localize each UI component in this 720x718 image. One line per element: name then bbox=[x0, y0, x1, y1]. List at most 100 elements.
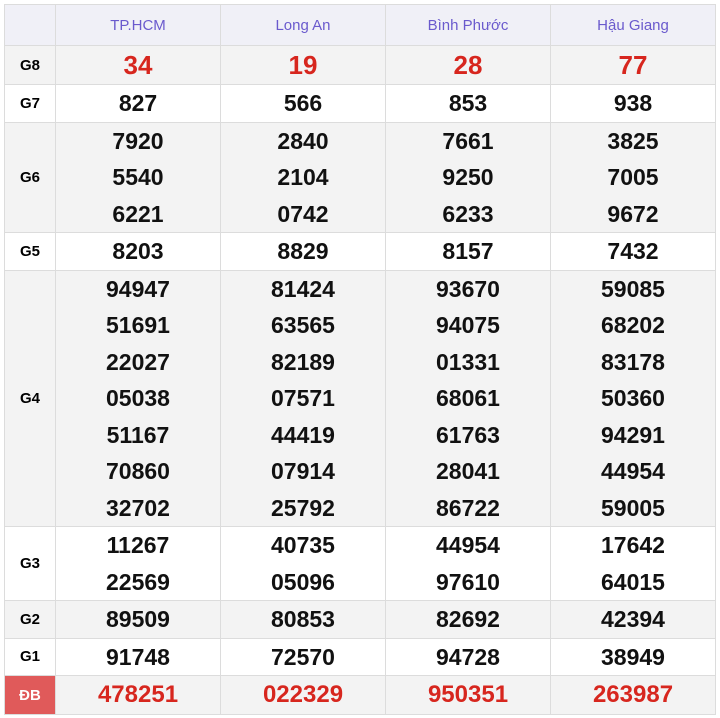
result-cell: 40735 05096 bbox=[220, 526, 386, 601]
result-number: 950351 bbox=[427, 681, 509, 708]
prize-label: G7 bbox=[4, 84, 56, 123]
prize-row-g8: G8 34 19 28 77 bbox=[4, 45, 716, 85]
result-number: 82692 bbox=[436, 606, 500, 632]
result-cell: 478251 bbox=[55, 675, 221, 715]
result-number: 97610 bbox=[436, 568, 500, 595]
result-number: 51691 bbox=[106, 312, 170, 338]
result-cell: 566 bbox=[220, 84, 386, 123]
result-cell: 89509 bbox=[55, 600, 221, 639]
results-body: G8 34 19 28 77 G7 827 566 853 938 G6 7920 5540 6221 28… bbox=[4, 45, 716, 715]
prize-label: G2 bbox=[4, 600, 56, 639]
result-number: 70860 bbox=[106, 458, 170, 484]
result-number: 022329 bbox=[262, 681, 344, 708]
result-cell: 11267 22569 bbox=[55, 526, 221, 601]
result-number: 94728 bbox=[436, 643, 500, 670]
result-number: 8829 bbox=[277, 238, 329, 264]
prize-row-g6: G6 7920 5540 6221 2840 2104 0742 7661 9250 6233 38… bbox=[4, 121, 716, 233]
prize-row-g4: G4 94947 51691 22027 05038 51167 70860 32702 814… bbox=[4, 269, 716, 527]
prize-label: G4 bbox=[4, 269, 56, 527]
result-number: 44954 bbox=[601, 458, 665, 484]
prize-row-g3: G3 11267 22569 40735 05096 44954 97610 17642 640… bbox=[4, 526, 716, 601]
result-cell: 81424 63565 82189 07571 44419 07914 25792 bbox=[220, 269, 386, 527]
result-number: 2104 bbox=[277, 164, 329, 190]
result-cell: 72570 bbox=[220, 637, 386, 676]
result-cell: 59085 68202 83178 50360 94291 44954 59005 bbox=[550, 269, 716, 527]
result-cell: 2840 2104 0742 bbox=[220, 121, 386, 233]
result-number: 263987 bbox=[592, 681, 674, 708]
result-cell: 80853 bbox=[220, 600, 386, 639]
result-cell: 42394 bbox=[550, 600, 716, 639]
result-cell: 8203 bbox=[55, 232, 221, 271]
result-number: 8203 bbox=[112, 238, 164, 264]
result-cell: 94947 51691 22027 05038 51167 70860 32702 bbox=[55, 269, 221, 527]
result-cell: 022329 bbox=[220, 675, 386, 715]
prize-label: G3 bbox=[4, 526, 56, 601]
result-number: 64015 bbox=[601, 568, 665, 595]
result-number: 07571 bbox=[271, 385, 335, 411]
result-number: 42394 bbox=[601, 606, 665, 632]
province-header-row: TP.HCM Long An Bình Phước Hậu Giang bbox=[4, 4, 716, 46]
result-number: 05038 bbox=[106, 385, 170, 411]
province-header: Bình Phước bbox=[385, 4, 551, 46]
result-cell: 263987 bbox=[550, 675, 716, 715]
result-number: 05096 bbox=[271, 568, 335, 595]
result-cell: 91748 bbox=[55, 637, 221, 676]
result-number: 17642 bbox=[601, 532, 665, 558]
result-number: 38949 bbox=[601, 643, 665, 670]
province-header: TP.HCM bbox=[55, 4, 221, 46]
result-number: 25792 bbox=[271, 494, 335, 521]
result-number: 81424 bbox=[271, 275, 335, 302]
result-number: 91748 bbox=[106, 643, 170, 670]
result-number: 11267 bbox=[106, 532, 170, 558]
result-number: 827 bbox=[118, 90, 158, 116]
province-header: Hậu Giang bbox=[550, 4, 716, 46]
prize-row-g1: G1 91748 72570 94728 38949 bbox=[4, 637, 716, 676]
prize-label: G1 bbox=[4, 637, 56, 676]
prize-row-g2: G2 89509 80853 82692 42394 bbox=[4, 600, 716, 639]
result-number: 01331 bbox=[436, 348, 500, 375]
result-number: 853 bbox=[448, 90, 488, 116]
result-cell: 7920 5540 6221 bbox=[55, 121, 221, 233]
result-number: 9250 bbox=[442, 164, 494, 190]
result-cell: 8829 bbox=[220, 232, 386, 271]
result-number: 50360 bbox=[601, 385, 665, 411]
result-cell: 28 bbox=[385, 45, 551, 85]
result-number: 94075 bbox=[436, 312, 500, 338]
result-number: 7661 bbox=[442, 127, 494, 154]
result-number: 72570 bbox=[271, 643, 335, 670]
result-number: 89509 bbox=[106, 606, 170, 632]
result-number: 7920 bbox=[112, 127, 164, 154]
result-number: 51167 bbox=[106, 421, 170, 448]
result-number: 86722 bbox=[436, 494, 500, 521]
result-number: 5540 bbox=[112, 164, 164, 190]
result-number: 7005 bbox=[607, 164, 659, 190]
result-number: 9672 bbox=[607, 200, 659, 227]
result-number: 32702 bbox=[106, 494, 170, 521]
result-number: 7432 bbox=[607, 238, 659, 264]
result-number: 478251 bbox=[97, 681, 179, 708]
prize-row-db: ĐB 478251 022329 950351 263987 bbox=[4, 675, 716, 715]
result-cell: 3825 7005 9672 bbox=[550, 121, 716, 233]
result-cell: 82692 bbox=[385, 600, 551, 639]
result-cell: 7661 9250 6233 bbox=[385, 121, 551, 233]
prize-label: G5 bbox=[4, 232, 56, 271]
province-header: Long An bbox=[220, 4, 386, 46]
lottery-results-table: TP.HCM Long An Bình Phước Hậu Giang G8 34… bbox=[4, 4, 716, 715]
result-number: 6221 bbox=[112, 200, 164, 227]
result-cell: 34 bbox=[55, 45, 221, 85]
result-number: 28041 bbox=[436, 458, 500, 484]
result-number: 63565 bbox=[271, 312, 335, 338]
prize-row-g7: G7 827 566 853 938 bbox=[4, 84, 716, 123]
result-number: 28 bbox=[453, 50, 483, 80]
result-cell: 94728 bbox=[385, 637, 551, 676]
result-number: 3825 bbox=[607, 127, 659, 154]
result-number: 82189 bbox=[271, 348, 335, 375]
result-cell: 44954 97610 bbox=[385, 526, 551, 601]
prize-label: G6 bbox=[4, 121, 56, 233]
result-number: 68202 bbox=[601, 312, 665, 338]
result-number: 34 bbox=[123, 50, 153, 80]
result-number: 93670 bbox=[436, 275, 500, 302]
result-cell: 17642 64015 bbox=[550, 526, 716, 601]
result-cell: 950351 bbox=[385, 675, 551, 715]
result-cell: 7432 bbox=[550, 232, 716, 271]
